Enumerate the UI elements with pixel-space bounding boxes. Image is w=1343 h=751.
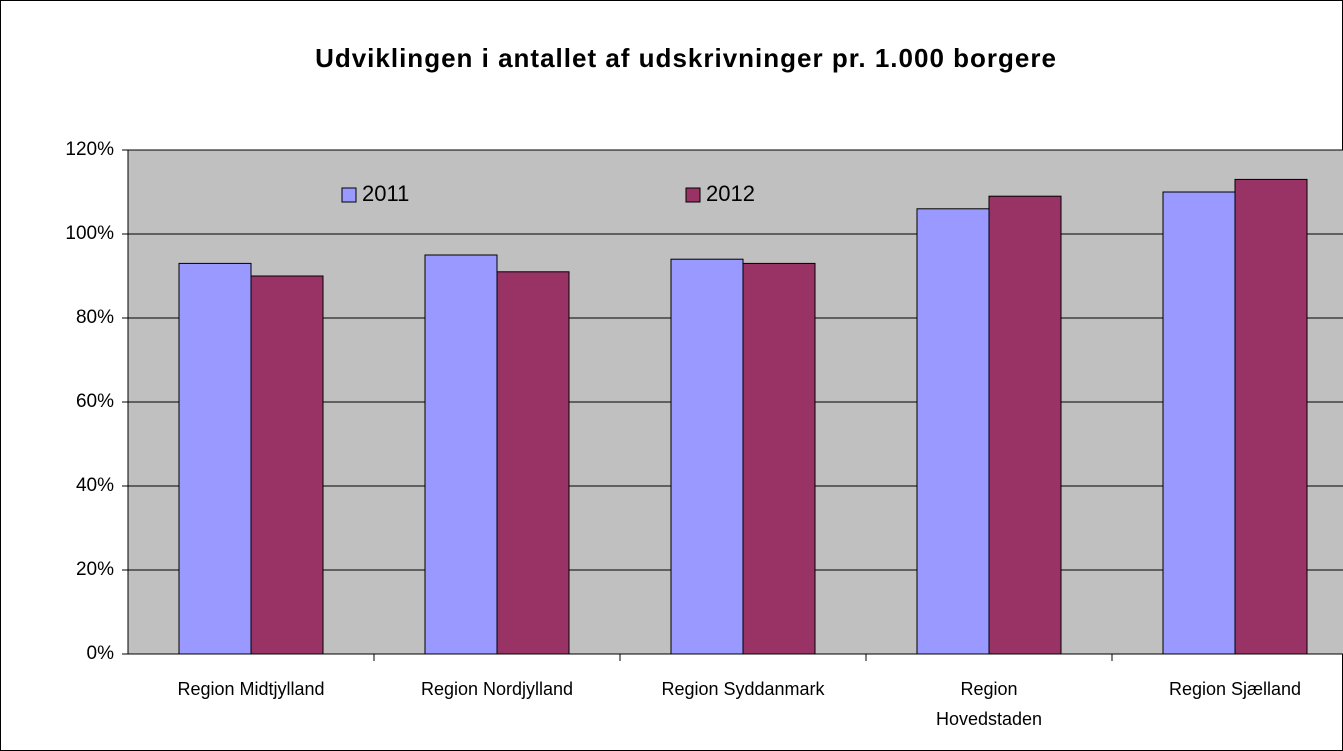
bar: [496, 271, 570, 655]
bar: [988, 195, 1062, 655]
x-tick-label: Region Midtjylland: [177, 679, 325, 699]
bar: [424, 254, 498, 655]
legend-swatch: [685, 187, 701, 203]
bar: [250, 275, 324, 655]
y-tick-label: 20%: [76, 559, 114, 580]
x-tick-label: Region Nordjylland: [420, 679, 574, 699]
y-tick-label: 0%: [87, 643, 115, 664]
x-tick-label: Region Sjælland: [1168, 679, 1302, 699]
y-tick-label: 60%: [76, 391, 114, 412]
y-tick-label: 40%: [76, 475, 114, 496]
bar: [670, 258, 744, 655]
bar: [1162, 191, 1236, 655]
bar: [1234, 178, 1308, 655]
chart-title: Udviklingen i antallet af udskrivninger …: [315, 43, 1057, 73]
y-tick-label: 80%: [76, 307, 114, 328]
y-tick-label: 100%: [65, 223, 114, 244]
x-tick-label: Region Syddanmark: [661, 679, 825, 699]
legend-label: 2011: [362, 181, 409, 206]
x-tick-label: Region Hovedstaden: [935, 679, 1043, 729]
bar: [742, 262, 816, 655]
legend-swatch: [341, 187, 357, 203]
legend-label: 2012: [706, 181, 755, 206]
y-tick-label: 120%: [65, 139, 114, 160]
bar: [178, 262, 252, 655]
bar: [916, 208, 990, 655]
